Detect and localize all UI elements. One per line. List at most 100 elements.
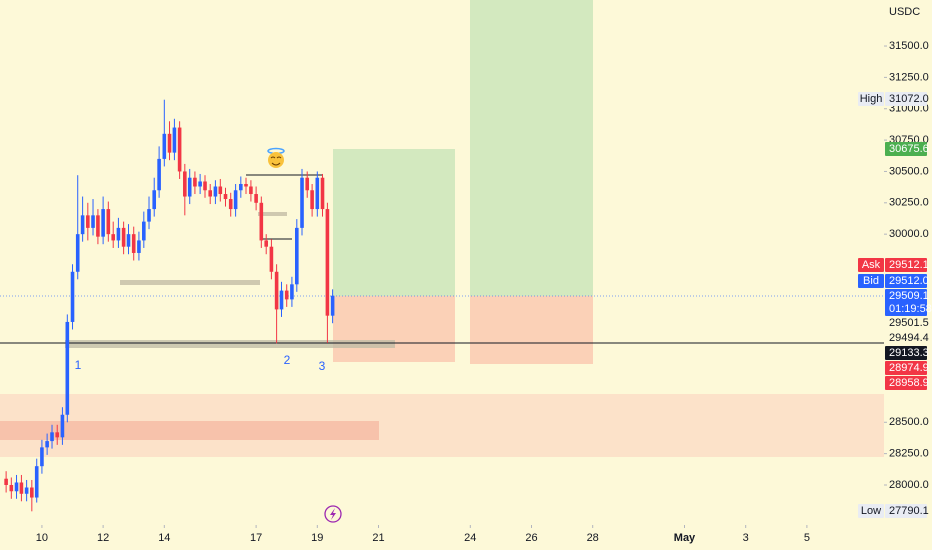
- candle-body: [157, 158, 161, 191]
- price-badge-label: 28958.9: [889, 377, 929, 389]
- candle-body: [284, 290, 289, 300]
- price-badge: [885, 346, 927, 360]
- candle-body: [330, 295, 335, 316]
- candle-body: [223, 194, 228, 200]
- candle-body: [147, 209, 151, 222]
- price-badge-label: 27790.1: [889, 505, 929, 517]
- candle-body: [213, 186, 218, 197]
- price-tag-box: [858, 504, 884, 518]
- candle-body: [101, 209, 105, 237]
- candle-body: [91, 215, 95, 228]
- x-tick-label: 21: [372, 532, 384, 544]
- candle-body: [55, 432, 60, 438]
- candle-body: [300, 177, 304, 228]
- candle-body: [239, 183, 243, 191]
- candle-body: [106, 209, 111, 235]
- candle-body: [315, 177, 320, 210]
- candle-body: [9, 484, 14, 492]
- x-tick-label: 5: [804, 532, 810, 544]
- y-tick-label: 28250.0: [889, 448, 929, 460]
- candle-body: [218, 186, 223, 195]
- candle-body: [70, 271, 75, 322]
- candle-body: [228, 199, 233, 210]
- level-band: [258, 212, 287, 216]
- price-tag: High: [860, 93, 883, 105]
- candle-body: [4, 478, 8, 485]
- candle-body: [193, 177, 197, 187]
- candle-body: [80, 215, 85, 235]
- candle-body: [137, 240, 141, 253]
- price-badge-label: 29512.1: [889, 259, 929, 271]
- inner-zone: [0, 421, 379, 440]
- candle-body: [203, 181, 207, 191]
- candle-body: [310, 190, 314, 210]
- x-tick-label: 14: [158, 532, 170, 544]
- price-badge-label: 28974.9: [889, 362, 929, 374]
- candle-body: [290, 284, 294, 300]
- candle-body: [320, 177, 325, 210]
- x-tick-label: 3: [743, 532, 749, 544]
- y-tick-label: 28500.0: [889, 416, 929, 428]
- price-badge: [885, 274, 927, 288]
- y-tick-label: 31500.0: [889, 40, 929, 52]
- price-badge: [885, 376, 927, 390]
- candle-body: [254, 194, 258, 203]
- price-badge-label: 30675.6: [889, 143, 929, 155]
- price-label: 29501.5: [889, 317, 929, 329]
- price-badge-label: 31072.0: [889, 93, 929, 105]
- candle-body: [172, 127, 177, 153]
- candle-body: [305, 177, 310, 191]
- candle-body: [19, 482, 24, 494]
- stop-box: [333, 296, 455, 362]
- price-tag-box: [858, 274, 884, 288]
- x-tick-label: 12: [97, 532, 109, 544]
- y-tick-label: 28000.0: [889, 479, 929, 491]
- y-tick-label: 30250.0: [889, 197, 929, 209]
- emoji-icon: [267, 147, 285, 168]
- candle-body: [111, 234, 116, 241]
- candle-body: [177, 127, 182, 172]
- stop-box: [470, 296, 593, 364]
- candle-body: [65, 321, 70, 415]
- candle-body: [233, 190, 238, 210]
- price-badge: [885, 258, 927, 272]
- level-band: [120, 280, 260, 285]
- candle-body: [30, 487, 34, 498]
- candle-body: [24, 487, 29, 494]
- candle-body: [295, 227, 299, 285]
- price-badge-label: 29512.0: [889, 275, 929, 287]
- candle-body: [183, 171, 187, 197]
- candle-body: [60, 414, 65, 438]
- price-tag-box: [858, 258, 884, 272]
- x-tick-label: 24: [464, 532, 476, 544]
- candle-body: [152, 190, 157, 210]
- candle-body: [96, 215, 100, 237]
- candle-body: [244, 183, 248, 187]
- candle-body: [208, 190, 213, 197]
- candle-body: [34, 466, 39, 498]
- price-tag-box: [858, 92, 884, 106]
- candle-body: [121, 227, 126, 247]
- candle-body: [249, 186, 253, 195]
- x-tick-label: 19: [311, 532, 323, 544]
- price-tag: Low: [861, 505, 881, 517]
- alert-icon[interactable]: [324, 505, 342, 523]
- candle-body: [40, 447, 44, 467]
- x-tick-label: May: [674, 532, 696, 544]
- candle-body: [162, 133, 167, 159]
- price-tag: Ask: [862, 259, 881, 271]
- candle-body: [14, 482, 19, 492]
- candle-body: [86, 215, 90, 228]
- price-badge-label: 29133.3: [889, 347, 929, 359]
- wave-marker: 3: [319, 359, 326, 373]
- price-badge: [885, 289, 927, 316]
- candle-body: [187, 177, 192, 197]
- y-tick-label: 31250.0: [889, 71, 929, 83]
- wave-marker: 1: [75, 358, 82, 372]
- x-tick-label: 28: [587, 532, 599, 544]
- currency-label: USDC: [889, 6, 920, 18]
- candle-body: [126, 234, 131, 247]
- price-tag: Bid: [863, 275, 879, 287]
- candle-body: [75, 234, 80, 272]
